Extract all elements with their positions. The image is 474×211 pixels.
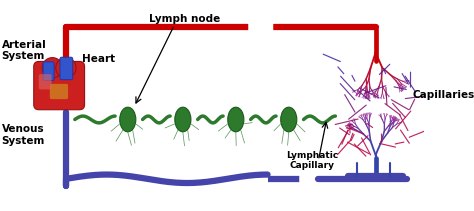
Text: Lymphatic
Capillary: Lymphatic Capillary	[286, 151, 338, 170]
Circle shape	[56, 58, 76, 78]
Text: Lymph node: Lymph node	[149, 14, 220, 24]
FancyBboxPatch shape	[43, 62, 54, 81]
FancyBboxPatch shape	[34, 61, 84, 110]
Text: Venous
System: Venous System	[1, 124, 45, 146]
FancyBboxPatch shape	[60, 57, 73, 80]
Text: Heart: Heart	[82, 54, 115, 64]
FancyBboxPatch shape	[50, 84, 68, 99]
Ellipse shape	[228, 107, 244, 132]
Ellipse shape	[281, 107, 297, 132]
Text: Arterial
System: Arterial System	[1, 40, 46, 61]
Ellipse shape	[120, 107, 136, 132]
FancyBboxPatch shape	[39, 74, 52, 89]
Text: Capillaries: Capillaries	[412, 90, 474, 100]
Circle shape	[42, 58, 63, 78]
Ellipse shape	[175, 107, 191, 132]
